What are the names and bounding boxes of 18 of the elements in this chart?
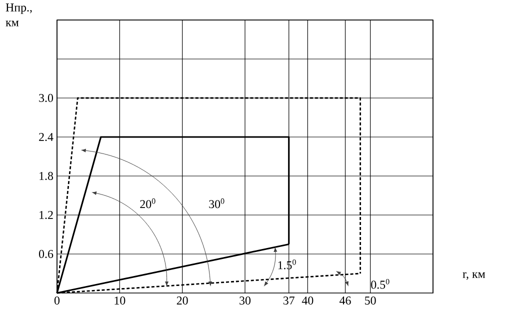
x-tick-label: 30 (240, 296, 251, 305)
y-tick-label: 1.8 (40, 172, 54, 180)
y-axis-title: Нпр., км (6, 4, 32, 26)
annotation: 0.5$^{0}$ (371, 279, 390, 289)
y-tick-label: 3.0 (39, 94, 54, 102)
y-tick-label: 1.2 (40, 210, 53, 220)
x-tick-label: 10 (114, 296, 126, 305)
annotation: 30$^{0}$ (209, 198, 224, 208)
x-tick-label: 40 (302, 296, 314, 305)
annotation: 20$^{0}$ (140, 198, 156, 208)
x-tick-label: 20 (176, 296, 188, 305)
x-tick-label: 0 (54, 296, 60, 305)
y-tick-label: 0.6 (38, 250, 54, 258)
x-tick-label: 46 (340, 296, 351, 305)
x-axis-title: r, км (462, 272, 486, 280)
x-tick-label: 50 (365, 296, 376, 305)
y-tick-label: 2.4 (39, 132, 54, 142)
x-tick-label: 37 (283, 296, 294, 305)
